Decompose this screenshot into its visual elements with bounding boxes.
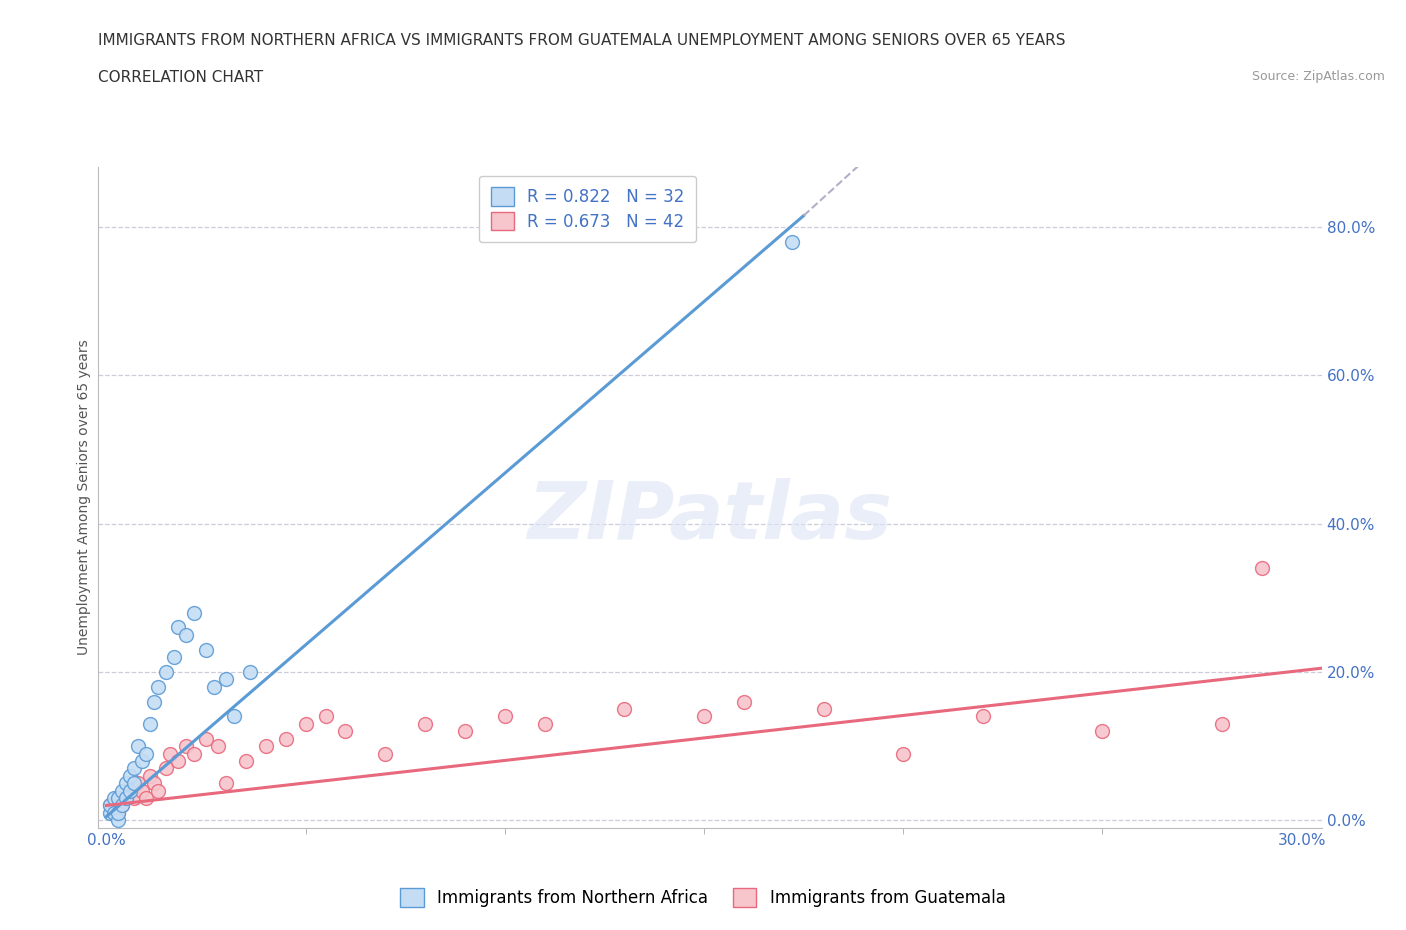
Point bbox=[155, 664, 177, 679]
Point bbox=[294, 716, 316, 731]
Point bbox=[124, 790, 146, 805]
Text: IMMIGRANTS FROM NORTHERN AFRICA VS IMMIGRANTS FROM GUATEMALA UNEMPLOYMENT AMONG : IMMIGRANTS FROM NORTHERN AFRICA VS IMMIG… bbox=[98, 33, 1066, 47]
Point bbox=[139, 716, 162, 731]
Point bbox=[127, 776, 149, 790]
Point bbox=[127, 738, 149, 753]
Point bbox=[120, 783, 142, 798]
Point bbox=[111, 798, 134, 813]
Point bbox=[100, 798, 122, 813]
Point bbox=[183, 605, 205, 620]
Point bbox=[891, 746, 914, 761]
Point bbox=[143, 776, 166, 790]
Point bbox=[103, 805, 125, 820]
Point bbox=[135, 790, 157, 805]
Point bbox=[124, 776, 146, 790]
Point bbox=[195, 731, 218, 746]
Point bbox=[613, 701, 636, 716]
Point bbox=[111, 798, 134, 813]
Point bbox=[972, 709, 994, 724]
Point bbox=[533, 716, 555, 731]
Point bbox=[174, 738, 197, 753]
Point bbox=[813, 701, 835, 716]
Point bbox=[124, 761, 146, 776]
Point bbox=[1091, 724, 1114, 738]
Y-axis label: Unemployment Among Seniors over 65 years: Unemployment Among Seniors over 65 years bbox=[77, 339, 91, 656]
Text: Source: ZipAtlas.com: Source: ZipAtlas.com bbox=[1251, 70, 1385, 83]
Point bbox=[107, 790, 129, 805]
Point bbox=[148, 783, 170, 798]
Point bbox=[222, 709, 245, 724]
Point bbox=[494, 709, 516, 724]
Point bbox=[335, 724, 357, 738]
Point bbox=[139, 768, 162, 783]
Point bbox=[239, 664, 262, 679]
Point bbox=[131, 753, 153, 768]
Point bbox=[207, 738, 229, 753]
Point bbox=[167, 620, 190, 635]
Legend: R = 0.822   N = 32, R = 0.673   N = 42: R = 0.822 N = 32, R = 0.673 N = 42 bbox=[479, 176, 696, 242]
Point bbox=[693, 709, 716, 724]
Point bbox=[135, 746, 157, 761]
Text: ZIPatlas: ZIPatlas bbox=[527, 478, 893, 556]
Point bbox=[215, 671, 238, 686]
Legend: Immigrants from Northern Africa, Immigrants from Guatemala: Immigrants from Northern Africa, Immigra… bbox=[391, 878, 1015, 917]
Point bbox=[103, 790, 125, 805]
Point bbox=[1211, 716, 1233, 731]
Point bbox=[148, 679, 170, 694]
Point bbox=[215, 776, 238, 790]
Point bbox=[254, 738, 277, 753]
Point bbox=[107, 813, 129, 828]
Point bbox=[100, 805, 122, 820]
Point bbox=[274, 731, 297, 746]
Point bbox=[155, 761, 177, 776]
Point bbox=[107, 790, 129, 805]
Text: CORRELATION CHART: CORRELATION CHART bbox=[98, 70, 263, 85]
Point bbox=[163, 650, 186, 665]
Point bbox=[235, 753, 257, 768]
Point bbox=[120, 783, 142, 798]
Point bbox=[780, 234, 803, 249]
Point bbox=[202, 679, 225, 694]
Point bbox=[100, 798, 122, 813]
Point bbox=[159, 746, 181, 761]
Point bbox=[167, 753, 190, 768]
Point bbox=[120, 768, 142, 783]
Point bbox=[103, 798, 125, 813]
Point bbox=[315, 709, 337, 724]
Point bbox=[1250, 561, 1272, 576]
Point bbox=[374, 746, 396, 761]
Point bbox=[115, 776, 138, 790]
Point bbox=[111, 783, 134, 798]
Point bbox=[115, 790, 138, 805]
Point bbox=[454, 724, 477, 738]
Point bbox=[131, 783, 153, 798]
Point bbox=[195, 643, 218, 658]
Point bbox=[115, 790, 138, 805]
Point bbox=[733, 694, 755, 709]
Point bbox=[107, 805, 129, 820]
Point bbox=[413, 716, 436, 731]
Point bbox=[183, 746, 205, 761]
Point bbox=[143, 694, 166, 709]
Point bbox=[107, 805, 129, 820]
Point bbox=[174, 628, 197, 643]
